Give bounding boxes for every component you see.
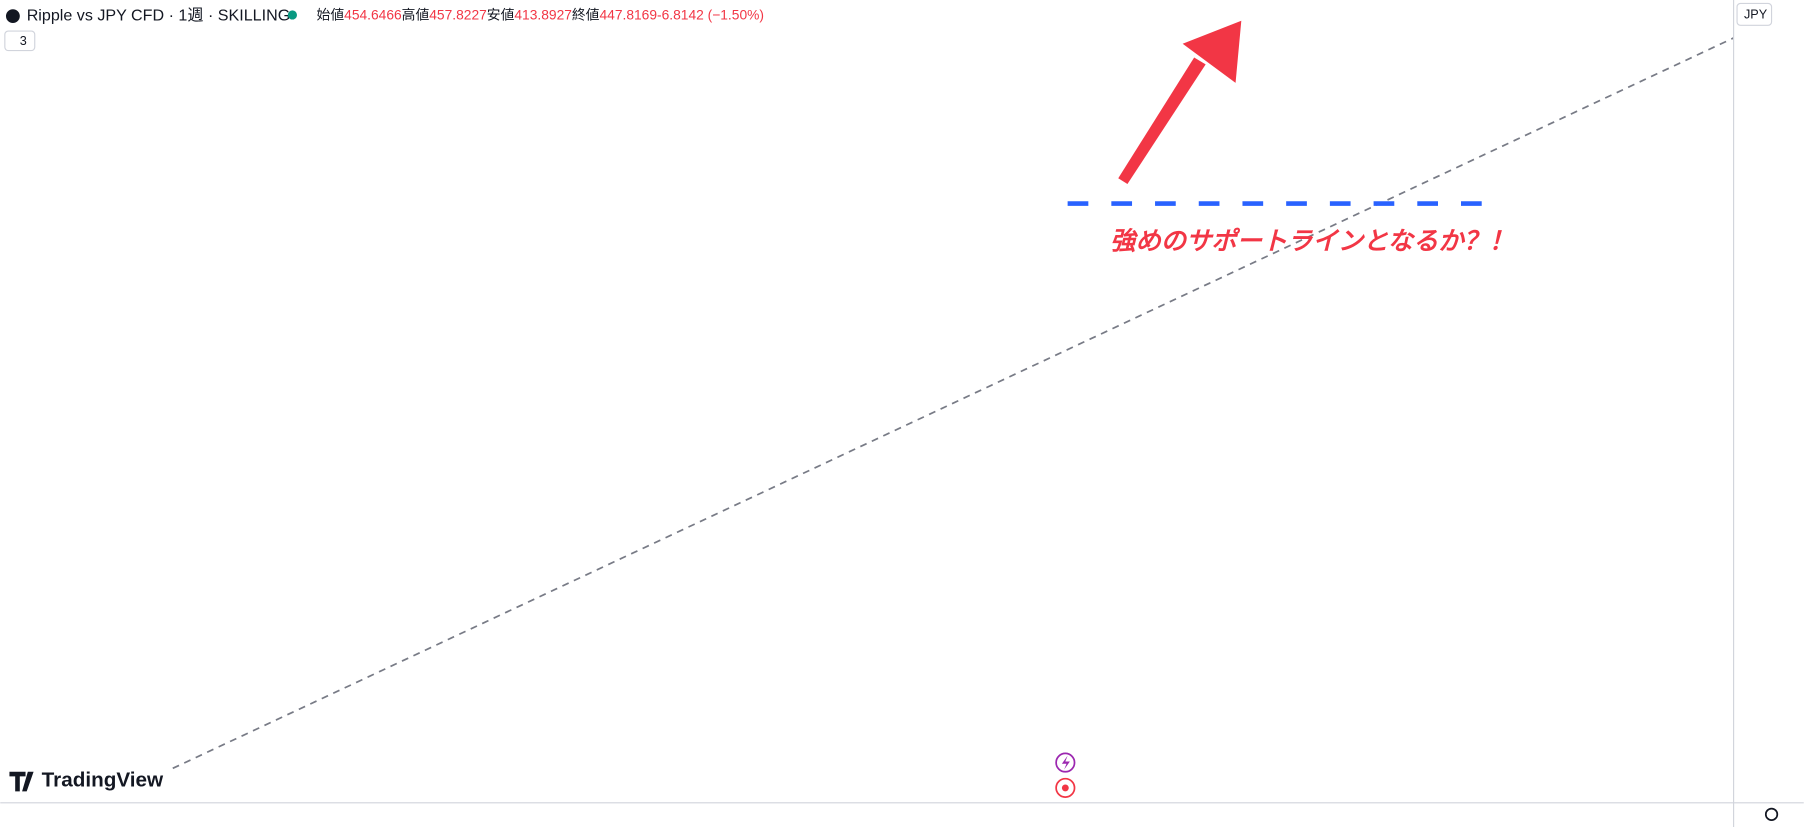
low-value: 413.8927: [514, 8, 572, 23]
interval-button[interactable]: [4, 30, 36, 52]
header-bg: [0, 0, 762, 30]
status-dot: [287, 10, 297, 20]
arrow-shaft: [1118, 57, 1206, 185]
symbol-icon[interactable]: [5, 9, 20, 24]
logo-mark: [9, 771, 34, 792]
change-pct: (−1.50%): [708, 8, 764, 23]
annotation: 強めのサポートラインとなるか？！: [1110, 227, 1514, 255]
close-value: 447.8169: [599, 8, 657, 23]
currency-button[interactable]: [1736, 2, 1773, 26]
settings-icon[interactable]: [1764, 807, 1779, 821]
currency[interactable]: JPY: [1744, 7, 1768, 21]
close-label: 終値: [572, 8, 600, 23]
logo: TradingView: [42, 768, 164, 791]
open-label: 始値: [317, 8, 345, 23]
event-icon-bolt: [1061, 755, 1070, 770]
trend-line: [172, 37, 1734, 770]
arrow-head: [1182, 20, 1242, 83]
symbol-title[interactable]: Ripple vs JPY CFD · 1週 · SKILLING: [27, 6, 291, 24]
price-axis-bg: [1733, 0, 1804, 827]
high-value: 457.8227: [429, 8, 487, 23]
change: -6.8142: [657, 8, 704, 23]
low-label: 安値: [487, 8, 515, 23]
dividend-icon-dot: [1061, 784, 1069, 792]
high-label: 高値: [402, 7, 430, 23]
interval-button-text[interactable]: 3: [20, 34, 27, 48]
open-value: 454.6466: [344, 8, 402, 23]
time-axis-bg: [0, 802, 1804, 827]
